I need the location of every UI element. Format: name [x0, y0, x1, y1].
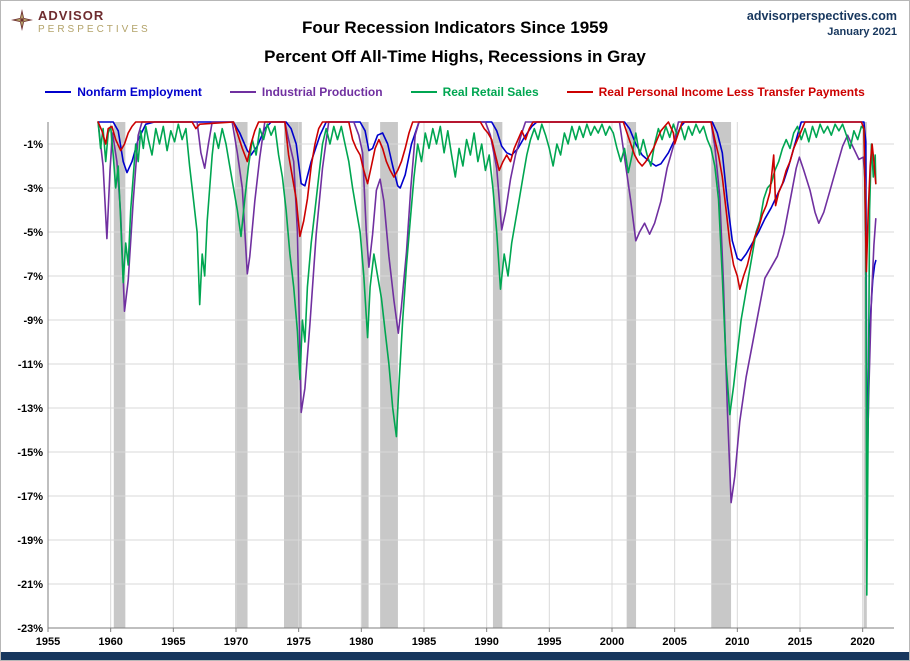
svg-text:1955: 1955 [36, 636, 60, 648]
svg-text:-17%: -17% [17, 491, 43, 503]
chart-title: Four Recession Indicators Since 1959 [301, 18, 609, 37]
site-block: advisorperspectives.com January 2021 [747, 9, 897, 38]
svg-text:1980: 1980 [349, 636, 373, 648]
svg-text:-11%: -11% [18, 359, 43, 371]
svg-text:1995: 1995 [537, 636, 561, 648]
svg-text:2010: 2010 [725, 636, 749, 648]
svg-text:1985: 1985 [412, 636, 436, 648]
title-block: Four Recession Indicators Since 1959 Per… [1, 13, 909, 71]
legend: Nonfarm Employment Industrial Production… [1, 85, 909, 99]
legend-line-swatch [229, 91, 256, 93]
svg-text:-15%: -15% [17, 447, 43, 459]
logo-text: ADVISOR PERSPECTIVES [38, 8, 151, 36]
svg-text:-3%: -3% [23, 183, 43, 195]
svg-text:-9%: -9% [23, 315, 43, 327]
svg-text:2020: 2020 [850, 636, 874, 648]
chart-subtitle: Percent Off All-Time Highs, Recessions i… [264, 47, 646, 66]
legend-label: Real Personal Income Less Transfer Payme… [598, 85, 865, 99]
svg-text:-7%: -7% [23, 271, 43, 283]
svg-text:1965: 1965 [161, 636, 185, 648]
svg-text:1975: 1975 [286, 636, 310, 648]
legend-line-swatch [566, 91, 593, 93]
logo-perspectives-label: PERSPECTIVES [38, 24, 151, 36]
svg-text:-19%: -19% [17, 535, 43, 547]
legend-line-swatch [410, 91, 437, 93]
site-link[interactable]: advisorperspectives.com [746, 9, 897, 23]
legend-item-nonfarm-employment: Nonfarm Employment [45, 85, 202, 99]
compass-rose-icon [11, 9, 33, 31]
svg-text:-21%: -21% [17, 579, 43, 591]
legend-label: Industrial Production [261, 85, 383, 99]
legend-label: Nonfarm Employment [77, 85, 202, 99]
svg-text:2015: 2015 [788, 636, 812, 648]
logo-advisor-label: ADVISOR [38, 8, 105, 23]
svg-text:-1%: -1% [23, 139, 43, 151]
svg-text:-5%: -5% [23, 227, 43, 239]
svg-text:2005: 2005 [662, 636, 686, 648]
svg-text:-23%: -23% [17, 623, 43, 635]
svg-text:2000: 2000 [600, 636, 624, 648]
date-label: January 2021 [827, 26, 897, 38]
svg-text:1960: 1960 [98, 636, 122, 648]
legend-item-real-personal-income: Real Personal Income Less Transfer Payme… [566, 85, 865, 99]
svg-text:-13%: -13% [17, 403, 43, 415]
legend-item-industrial-production: Industrial Production [229, 85, 383, 99]
svg-text:1970: 1970 [224, 636, 248, 648]
recession-indicators-chart: 1955 1960 1965 1970 1975 1980 1985 1990 1995 2000… [17, 121, 894, 648]
advisor-perspectives-logo: ADVISOR PERSPECTIVES [11, 8, 151, 36]
legend-label: Real Retail Sales [442, 85, 539, 99]
legend-line-swatch [45, 91, 72, 93]
svg-text:1990: 1990 [474, 636, 498, 648]
bottom-bar [1, 652, 909, 660]
legend-item-real-retail-sales: Real Retail Sales [410, 85, 539, 99]
